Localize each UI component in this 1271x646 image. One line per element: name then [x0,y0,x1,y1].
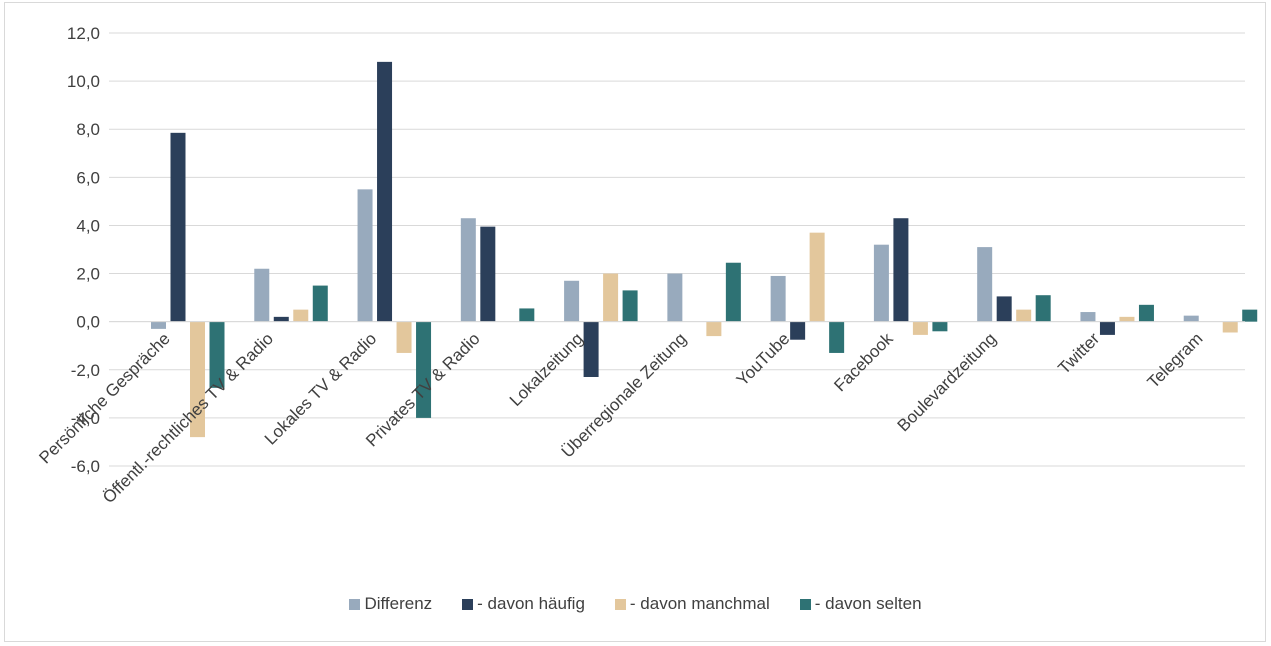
bar-1-5 [564,280,580,322]
bar-4-5 [622,290,638,322]
y-tick-label: 10,0 [67,72,100,91]
legend-item-selten: - davon selten [799,594,922,614]
bar-4-7 [829,321,845,353]
bar-1-9 [977,247,993,322]
bar-1-8 [873,244,889,322]
legend-label-manchmal: - davon manchmal [629,594,770,613]
y-tick-label: -2,0 [71,361,100,380]
bar-3-1 [190,321,205,438]
x-tick-label: Boulevardzeitung [894,329,1000,435]
x-tick-label: Twitter [1054,329,1103,378]
legend: Differenz - davon häufig - davon manchma… [0,594,1271,614]
bar-4-6 [725,262,741,322]
bar-2-7 [790,321,806,340]
bar-4-3 [416,321,432,418]
legend-swatch-manchmal [614,598,626,610]
bar-1-3 [357,189,373,322]
bar-4-1 [209,321,225,388]
bar-2-10 [1099,321,1115,335]
y-tick-label: 2,0 [76,265,100,284]
bar-3-8 [912,321,928,335]
legend-item-haeufig: - davon häufig [462,594,585,614]
bar-3-6 [706,321,722,337]
bar-3-10 [1119,316,1135,322]
bar-3-5 [603,273,619,322]
bar-1-4 [460,218,476,322]
bar-2-3 [377,61,393,322]
bar-2-9 [996,296,1012,322]
bar-2-2 [273,316,289,322]
bar-4-9 [1035,295,1051,322]
y-tick-label: -6,0 [71,457,100,476]
bar-2-5 [583,321,599,377]
bar-1-11 [1183,315,1199,322]
bar-4-4 [519,308,535,322]
y-tick-label: 8,0 [76,120,100,139]
x-tick-label: Telegram [1144,329,1207,392]
bar-1-7 [770,275,786,322]
bar-1-2 [254,268,270,322]
bar-3-2 [293,309,309,322]
x-tick-label: YouTube [733,329,794,390]
y-tick-label: 6,0 [76,168,100,187]
legend-swatch-selten [799,598,811,610]
bar-3-3 [396,321,412,353]
legend-label-selten: - davon selten [814,594,922,613]
bar-3-9 [1016,309,1032,322]
bar-2-8 [893,218,909,322]
bar-4-8 [932,321,948,332]
legend-item-differenz: Differenz [349,594,432,614]
bar-3-11 [1222,321,1238,333]
bar-3-7 [809,232,825,322]
bar-2-4 [480,226,496,322]
bar-4-11 [1242,309,1258,322]
y-tick-label: 12,0 [67,24,100,43]
bar-4-10 [1138,304,1154,322]
bar-4-2 [312,285,328,322]
y-tick-label: -4,0 [71,409,100,428]
bar-1-10 [1080,312,1096,322]
legend-swatch-differenz [349,598,361,610]
bar-2-1 [170,132,186,322]
legend-swatch-haeufig [462,598,474,610]
legend-item-manchmal: - davon manchmal [614,594,770,614]
bar-1-6 [667,273,683,322]
bar-1-1 [151,321,166,329]
y-tick-label: 0,0 [76,313,100,332]
x-tick-label: Lokales TV & Radio [261,329,380,448]
y-tick-label: 4,0 [76,216,100,235]
legend-label-haeufig: - davon häufig [477,594,585,613]
legend-label-differenz: Differenz [364,594,433,613]
